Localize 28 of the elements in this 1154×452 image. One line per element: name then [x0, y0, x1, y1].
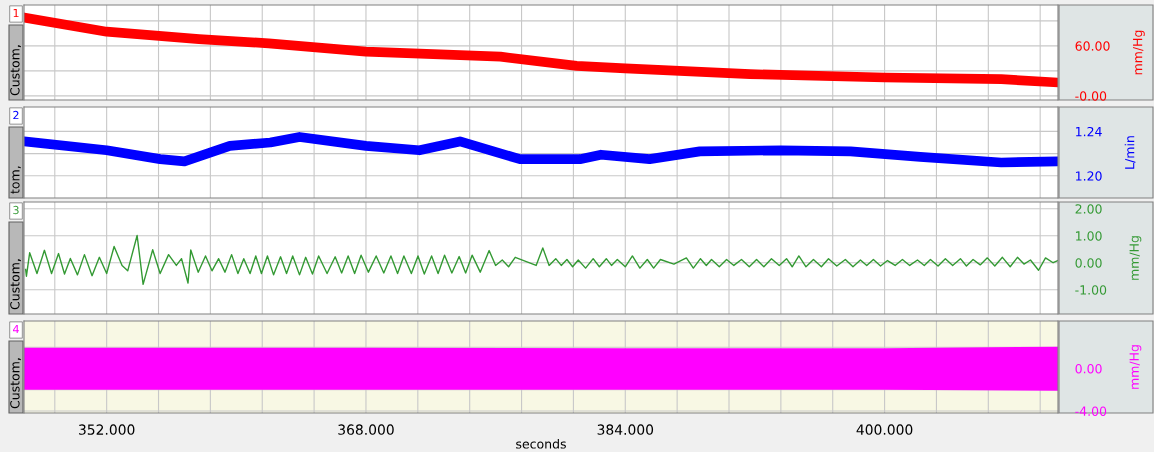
y-tick-label: -1.00: [1075, 285, 1107, 295]
x-tick-label: 384.000: [597, 424, 654, 435]
line-series: [24, 234, 1058, 286]
y-axis-title: mm/Hg: [1129, 236, 1142, 280]
y-tick-label: 1.20: [1076, 171, 1102, 181]
y-tick-label: 60.00: [1075, 41, 1110, 51]
y-axis-title: mm/Hg: [1129, 345, 1142, 389]
text: 1: [13, 8, 19, 18]
x-axis-title: seconds: [516, 438, 566, 449]
y-tick-label: -4.00: [1075, 406, 1107, 416]
y-axis-title: mm/Hg: [1133, 30, 1145, 75]
y-tick-label: -0.00: [1075, 91, 1107, 101]
text: Custom,: [10, 45, 21, 96]
y-tick-label: 1.00: [1076, 231, 1102, 241]
x-tick-label: 352.000: [79, 424, 135, 435]
text: Custom,: [10, 358, 21, 409]
text: 4: [13, 324, 19, 334]
x-tick-label: 400.000: [856, 424, 913, 435]
y-axis-title: L/min: [1124, 136, 1136, 169]
text: tom,: [10, 166, 21, 194]
y-tick-label: 1.24: [1076, 126, 1102, 137]
text: 2: [13, 110, 19, 120]
y-tick-label: 2.00: [1075, 204, 1102, 214]
text: 3: [13, 205, 19, 215]
text: Custom,: [10, 259, 21, 310]
y-tick-label: 0.00: [1075, 258, 1102, 268]
y-tick-label: 0.00: [1075, 363, 1102, 374]
x-tick-label: 368.000: [338, 424, 394, 435]
